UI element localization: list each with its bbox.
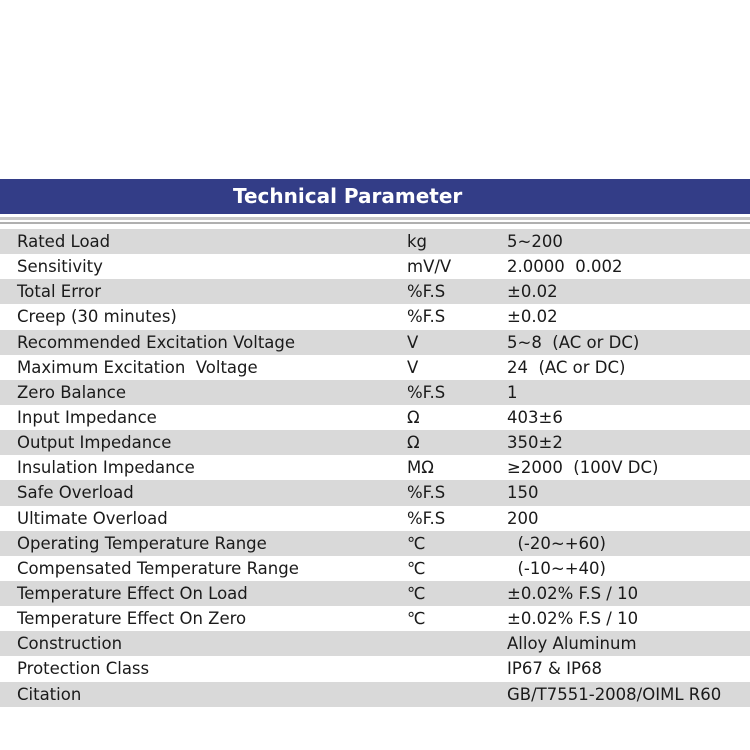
parameter-unit: %F.S	[407, 483, 446, 503]
parameter-unit: %F.S	[407, 382, 446, 402]
divider	[0, 222, 750, 224]
parameter-table: Rated Load kg 5~200 Sensitivity mV/V 2.0000 0…	[0, 229, 750, 707]
parameter-value: 200	[507, 508, 539, 528]
parameter-unit: ℃	[407, 533, 426, 553]
parameter-unit: Ω	[407, 407, 420, 427]
parameter-name: Sensitivity	[17, 257, 103, 277]
parameter-value: ≥2000 (100V DC)	[507, 458, 659, 478]
table-row: Safe Overload %F.S 150	[0, 480, 750, 506]
parameter-name: Output Impedance	[17, 433, 172, 453]
parameter-name: Total Error	[17, 282, 101, 302]
parameter-name: Protection Class	[17, 659, 150, 679]
table-row: Citation GB/T7551-2008/OIML R60	[0, 681, 750, 707]
table-row: Zero Balance %F.S 1	[0, 379, 750, 405]
parameter-name: Maximum Excitation Voltage	[17, 357, 258, 377]
parameter-unit: MΩ	[407, 458, 434, 478]
parameter-name: Construction	[17, 634, 123, 654]
table-row: Sensitivity mV/V 2.0000 0.002	[0, 254, 750, 279]
parameter-value: 350±2	[507, 433, 563, 453]
parameter-name: Operating Temperature Range	[17, 533, 267, 553]
parameter-name: Temperature Effect On Zero	[17, 609, 247, 629]
parameter-value: 150	[507, 483, 539, 503]
parameter-value: GB/T7551-2008/OIML R60	[507, 684, 722, 704]
table-row: Rated Load kg 5~200	[0, 229, 750, 255]
table-row: Input Impedance Ω 403±6	[0, 405, 750, 430]
parameter-unit: ℃	[407, 609, 426, 629]
parameter-name: Compensated Temperature Range	[17, 558, 299, 578]
parameter-unit: %F.S	[407, 307, 446, 327]
table-row: Construction Alloy Aluminum	[0, 631, 750, 657]
parameter-name: Safe Overload	[17, 483, 134, 503]
parameter-value: ±0.02% F.S / 10	[507, 583, 639, 603]
parameter-name: Insulation Impedance	[17, 458, 195, 478]
parameter-unit: V	[407, 357, 419, 377]
parameter-unit: kg	[407, 232, 428, 251]
table-row: Temperature Effect On Zero ℃ ±0.02% F.S / …	[0, 606, 750, 631]
parameter-value: 2.0000 0.002	[507, 257, 623, 277]
parameter-value: ±0.02	[507, 282, 558, 302]
parameter-value: 403±6	[507, 407, 563, 427]
table-row: Protection Class IP67 & IP68	[0, 656, 750, 681]
parameter-value: ±0.02	[507, 307, 558, 327]
divider	[0, 217, 750, 220]
parameter-value: Alloy Aluminum	[507, 634, 637, 654]
parameter-name: Creep (30 minutes)	[17, 307, 177, 327]
parameter-value: IP67 & IP68	[507, 659, 602, 679]
parameter-unit: mV/V	[407, 257, 452, 277]
parameter-value: 24 (AC or DC)	[507, 357, 626, 377]
parameter-unit: ℃	[407, 583, 426, 603]
parameter-name: Zero Balance	[17, 382, 127, 402]
table-row: Insulation Impedance MΩ ≥2000 (100V DC)	[0, 455, 750, 480]
parameter-name: Temperature Effect On Load	[17, 583, 248, 603]
section-title: Technical Parameter	[233, 184, 463, 208]
parameter-value: ±0.02% F.S / 10	[507, 609, 639, 629]
parameter-name: Rated Load	[17, 232, 111, 251]
parameter-value: 5~200	[507, 232, 563, 251]
parameter-unit: V	[407, 332, 419, 352]
table-row: Output Impedance Ω 350±2	[0, 430, 750, 456]
table-row: Maximum Excitation Voltage V 24 (AC or DC)	[0, 355, 750, 380]
table-row: Recommended Excitation Voltage V 5~8 (AC o…	[0, 329, 750, 355]
table-row: Ultimate Overload %F.S 200	[0, 506, 750, 531]
parameter-value: (-20~+60)	[507, 533, 606, 553]
parameter-name: Recommended Excitation Voltage	[17, 332, 296, 352]
table-row: Total Error %F.S ±0.02	[0, 279, 750, 305]
parameter-value: 5~8 (AC or DC)	[507, 332, 640, 352]
parameter-unit: ℃	[407, 558, 426, 578]
section-header: Technical Parameter	[0, 179, 750, 214]
parameter-name: Input Impedance	[17, 407, 157, 427]
parameter-name: Citation	[17, 684, 82, 704]
table-row: Creep (30 minutes) %F.S ±0.02	[0, 304, 750, 329]
parameter-unit: %F.S	[407, 508, 446, 528]
parameter-unit: Ω	[407, 433, 420, 453]
parameter-unit: %F.S	[407, 282, 446, 302]
parameter-value: (-10~+40)	[507, 558, 606, 578]
table-row: Operating Temperature Range ℃ (-20~+60)	[0, 530, 750, 556]
parameter-value: 1	[507, 382, 518, 402]
table-row: Compensated Temperature Range ℃ (-10~+40)	[0, 556, 750, 581]
table-row: Temperature Effect On Load ℃ ±0.02% F.S / …	[0, 580, 750, 607]
parameter-name: Ultimate Overload	[17, 508, 168, 528]
